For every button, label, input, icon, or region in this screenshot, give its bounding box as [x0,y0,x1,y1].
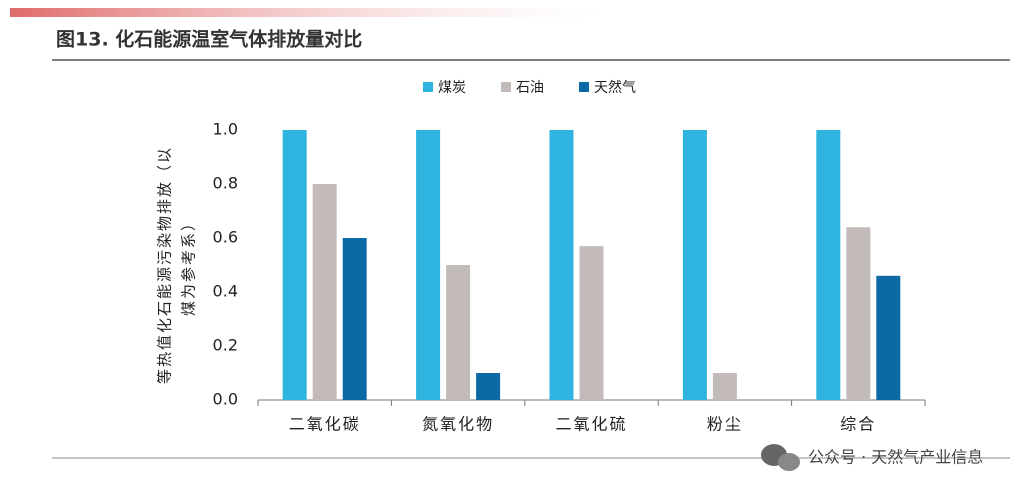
x-tick-label: 粉尘 [707,415,743,434]
bar [682,130,707,400]
bar [712,373,737,400]
y-tick-label: 0.6 [213,228,238,247]
y-tick-label: 0.0 [213,390,238,409]
y-axis-label: 等热值化石能源污染物排放（以 煤为参考系） [156,146,198,384]
legend-label: 天然气 [594,79,636,96]
legend-swatch [579,82,589,92]
wechat-icon [778,453,800,471]
y-tick-label: 0.2 [213,336,238,355]
x-tick-label: 二氧化硫 [555,415,627,434]
bar [876,275,901,400]
legend-swatch [423,82,433,92]
bar [342,238,367,400]
x-tick-label: 氮氧化物 [422,415,494,434]
watermark: 公众号 · 天然气产业信息 [761,444,983,471]
bar [446,265,471,400]
y-tick-label: 0.4 [213,282,238,301]
bar [312,184,337,400]
x-tick-label: 综合 [840,415,876,434]
header-bar [10,8,600,17]
bar [282,130,307,400]
legend-label: 煤炭 [438,80,466,96]
y-axis-label-line: 煤为参考系） [180,214,198,316]
y-axis-label-line: 等热值化石能源污染物排放（以 [156,146,174,384]
bar [476,373,501,400]
x-tick-label: 二氧化碳 [289,415,361,434]
y-tick-label: 0.8 [213,174,238,193]
y-tick-label: 1.0 [213,120,238,139]
chart-title: 图13. 化石能源温室气体排放量对比 [56,28,362,51]
watermark-text: 公众号 · 天然气产业信息 [808,448,983,467]
bar [846,227,871,400]
bar [816,130,841,400]
bar [579,246,604,400]
legend-label: 石油 [516,80,544,96]
bar [416,130,441,400]
legend-swatch [501,82,511,92]
bar [549,130,574,400]
